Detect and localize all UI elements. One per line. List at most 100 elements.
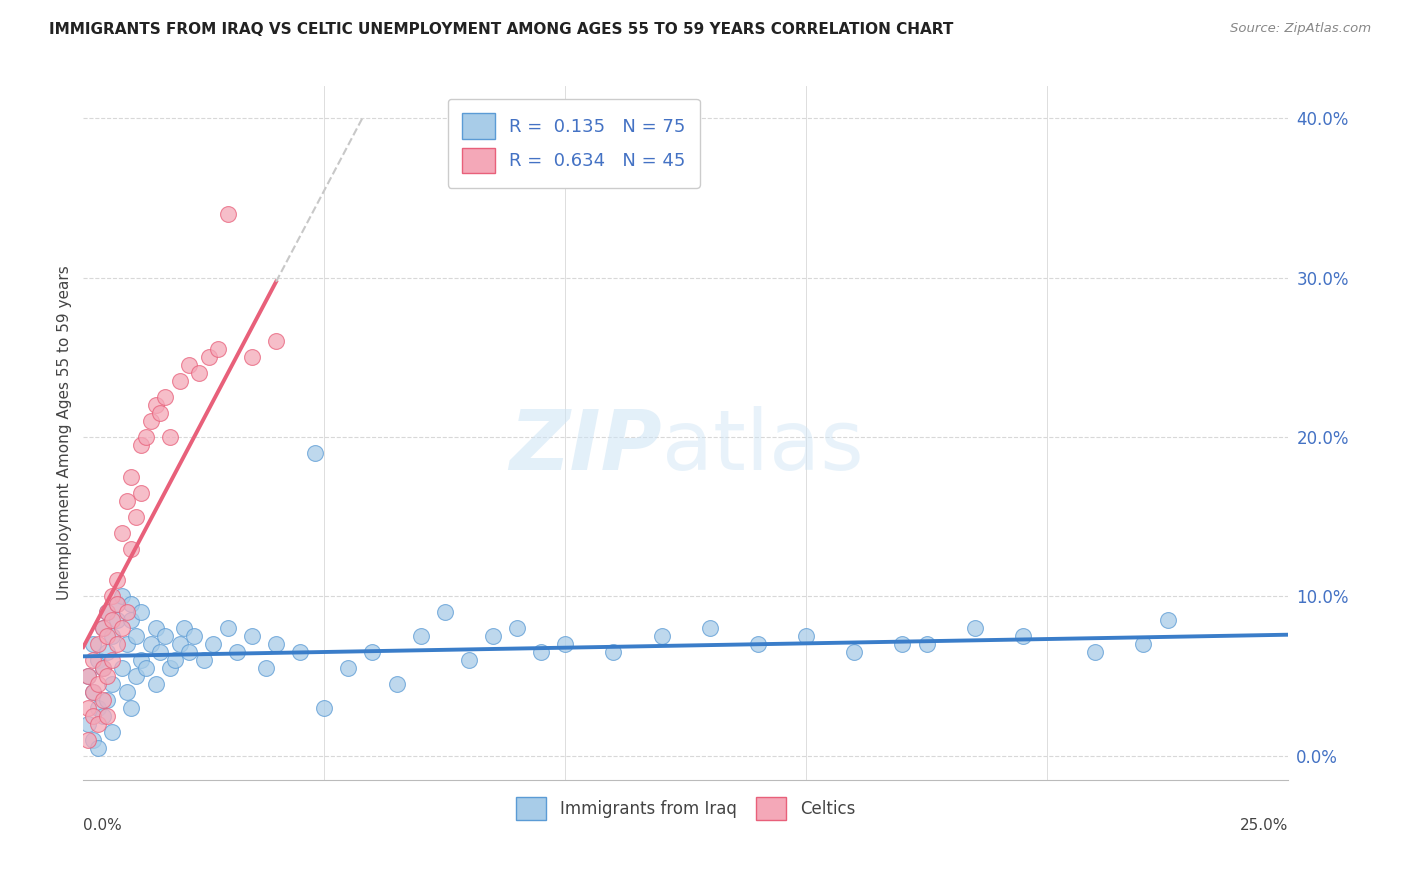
Text: 0.0%: 0.0% — [83, 818, 122, 833]
Point — [482, 629, 505, 643]
Point — [288, 645, 311, 659]
Point — [101, 653, 124, 667]
Point — [169, 637, 191, 651]
Point — [111, 590, 134, 604]
Point — [111, 621, 134, 635]
Point — [794, 629, 817, 643]
Point — [129, 605, 152, 619]
Point — [96, 709, 118, 723]
Point — [240, 351, 263, 365]
Point — [169, 374, 191, 388]
Point — [101, 613, 124, 627]
Point — [217, 207, 239, 221]
Point — [121, 541, 143, 556]
Point — [96, 669, 118, 683]
Point — [77, 701, 100, 715]
Point — [129, 485, 152, 500]
Point — [125, 669, 148, 683]
Point — [129, 653, 152, 667]
Point — [1132, 637, 1154, 651]
Point — [217, 621, 239, 635]
Point — [121, 470, 143, 484]
Point — [115, 493, 138, 508]
Point — [187, 366, 209, 380]
Point — [139, 637, 162, 651]
Point — [111, 661, 134, 675]
Point — [699, 621, 721, 635]
Point — [105, 637, 128, 651]
Point — [747, 637, 769, 651]
Point — [457, 653, 479, 667]
Point — [240, 629, 263, 643]
Point — [82, 653, 104, 667]
Point — [96, 605, 118, 619]
Text: Source: ZipAtlas.com: Source: ZipAtlas.com — [1230, 22, 1371, 36]
Point — [87, 716, 110, 731]
Point — [179, 358, 201, 372]
Point — [651, 629, 673, 643]
Text: atlas: atlas — [662, 407, 863, 487]
Point — [77, 716, 100, 731]
Point — [202, 637, 225, 651]
Point — [139, 414, 162, 428]
Point — [149, 645, 172, 659]
Point — [264, 637, 287, 651]
Point — [314, 701, 336, 715]
Point — [87, 740, 110, 755]
Point — [91, 621, 114, 635]
Point — [530, 645, 553, 659]
Point — [115, 685, 138, 699]
Text: IMMIGRANTS FROM IRAQ VS CELTIC UNEMPLOYMENT AMONG AGES 55 TO 59 YEARS CORRELATIO: IMMIGRANTS FROM IRAQ VS CELTIC UNEMPLOYM… — [49, 22, 953, 37]
Text: 25.0%: 25.0% — [1240, 818, 1288, 833]
Point — [409, 629, 432, 643]
Legend: Immigrants from Iraq, Celtics: Immigrants from Iraq, Celtics — [509, 789, 862, 827]
Point — [254, 661, 277, 675]
Point — [159, 430, 181, 444]
Point — [304, 446, 326, 460]
Point — [87, 637, 110, 651]
Point — [155, 390, 177, 404]
Point — [96, 605, 118, 619]
Point — [125, 509, 148, 524]
Point — [129, 438, 152, 452]
Point — [226, 645, 249, 659]
Point — [101, 677, 124, 691]
Point — [135, 661, 157, 675]
Point — [145, 621, 167, 635]
Point — [77, 732, 100, 747]
Point — [87, 653, 110, 667]
Point — [77, 669, 100, 683]
Point — [111, 525, 134, 540]
Point — [121, 701, 143, 715]
Point — [506, 621, 529, 635]
Point — [193, 653, 215, 667]
Point — [844, 645, 866, 659]
Text: ZIP: ZIP — [509, 407, 662, 487]
Point — [121, 597, 143, 611]
Point — [264, 334, 287, 349]
Point — [115, 605, 138, 619]
Point — [602, 645, 624, 659]
Point — [433, 605, 456, 619]
Point — [155, 629, 177, 643]
Point — [207, 343, 229, 357]
Point — [197, 351, 219, 365]
Point — [145, 398, 167, 412]
Point — [337, 661, 360, 675]
Point — [163, 653, 186, 667]
Point — [361, 645, 384, 659]
Point — [91, 693, 114, 707]
Point — [554, 637, 576, 651]
Point — [963, 621, 986, 635]
Point — [1156, 613, 1178, 627]
Point — [82, 637, 104, 651]
Point — [82, 685, 104, 699]
Point — [1012, 629, 1035, 643]
Point — [87, 701, 110, 715]
Point — [145, 677, 167, 691]
Point — [91, 621, 114, 635]
Point — [82, 732, 104, 747]
Point — [77, 669, 100, 683]
Point — [91, 661, 114, 675]
Point — [891, 637, 914, 651]
